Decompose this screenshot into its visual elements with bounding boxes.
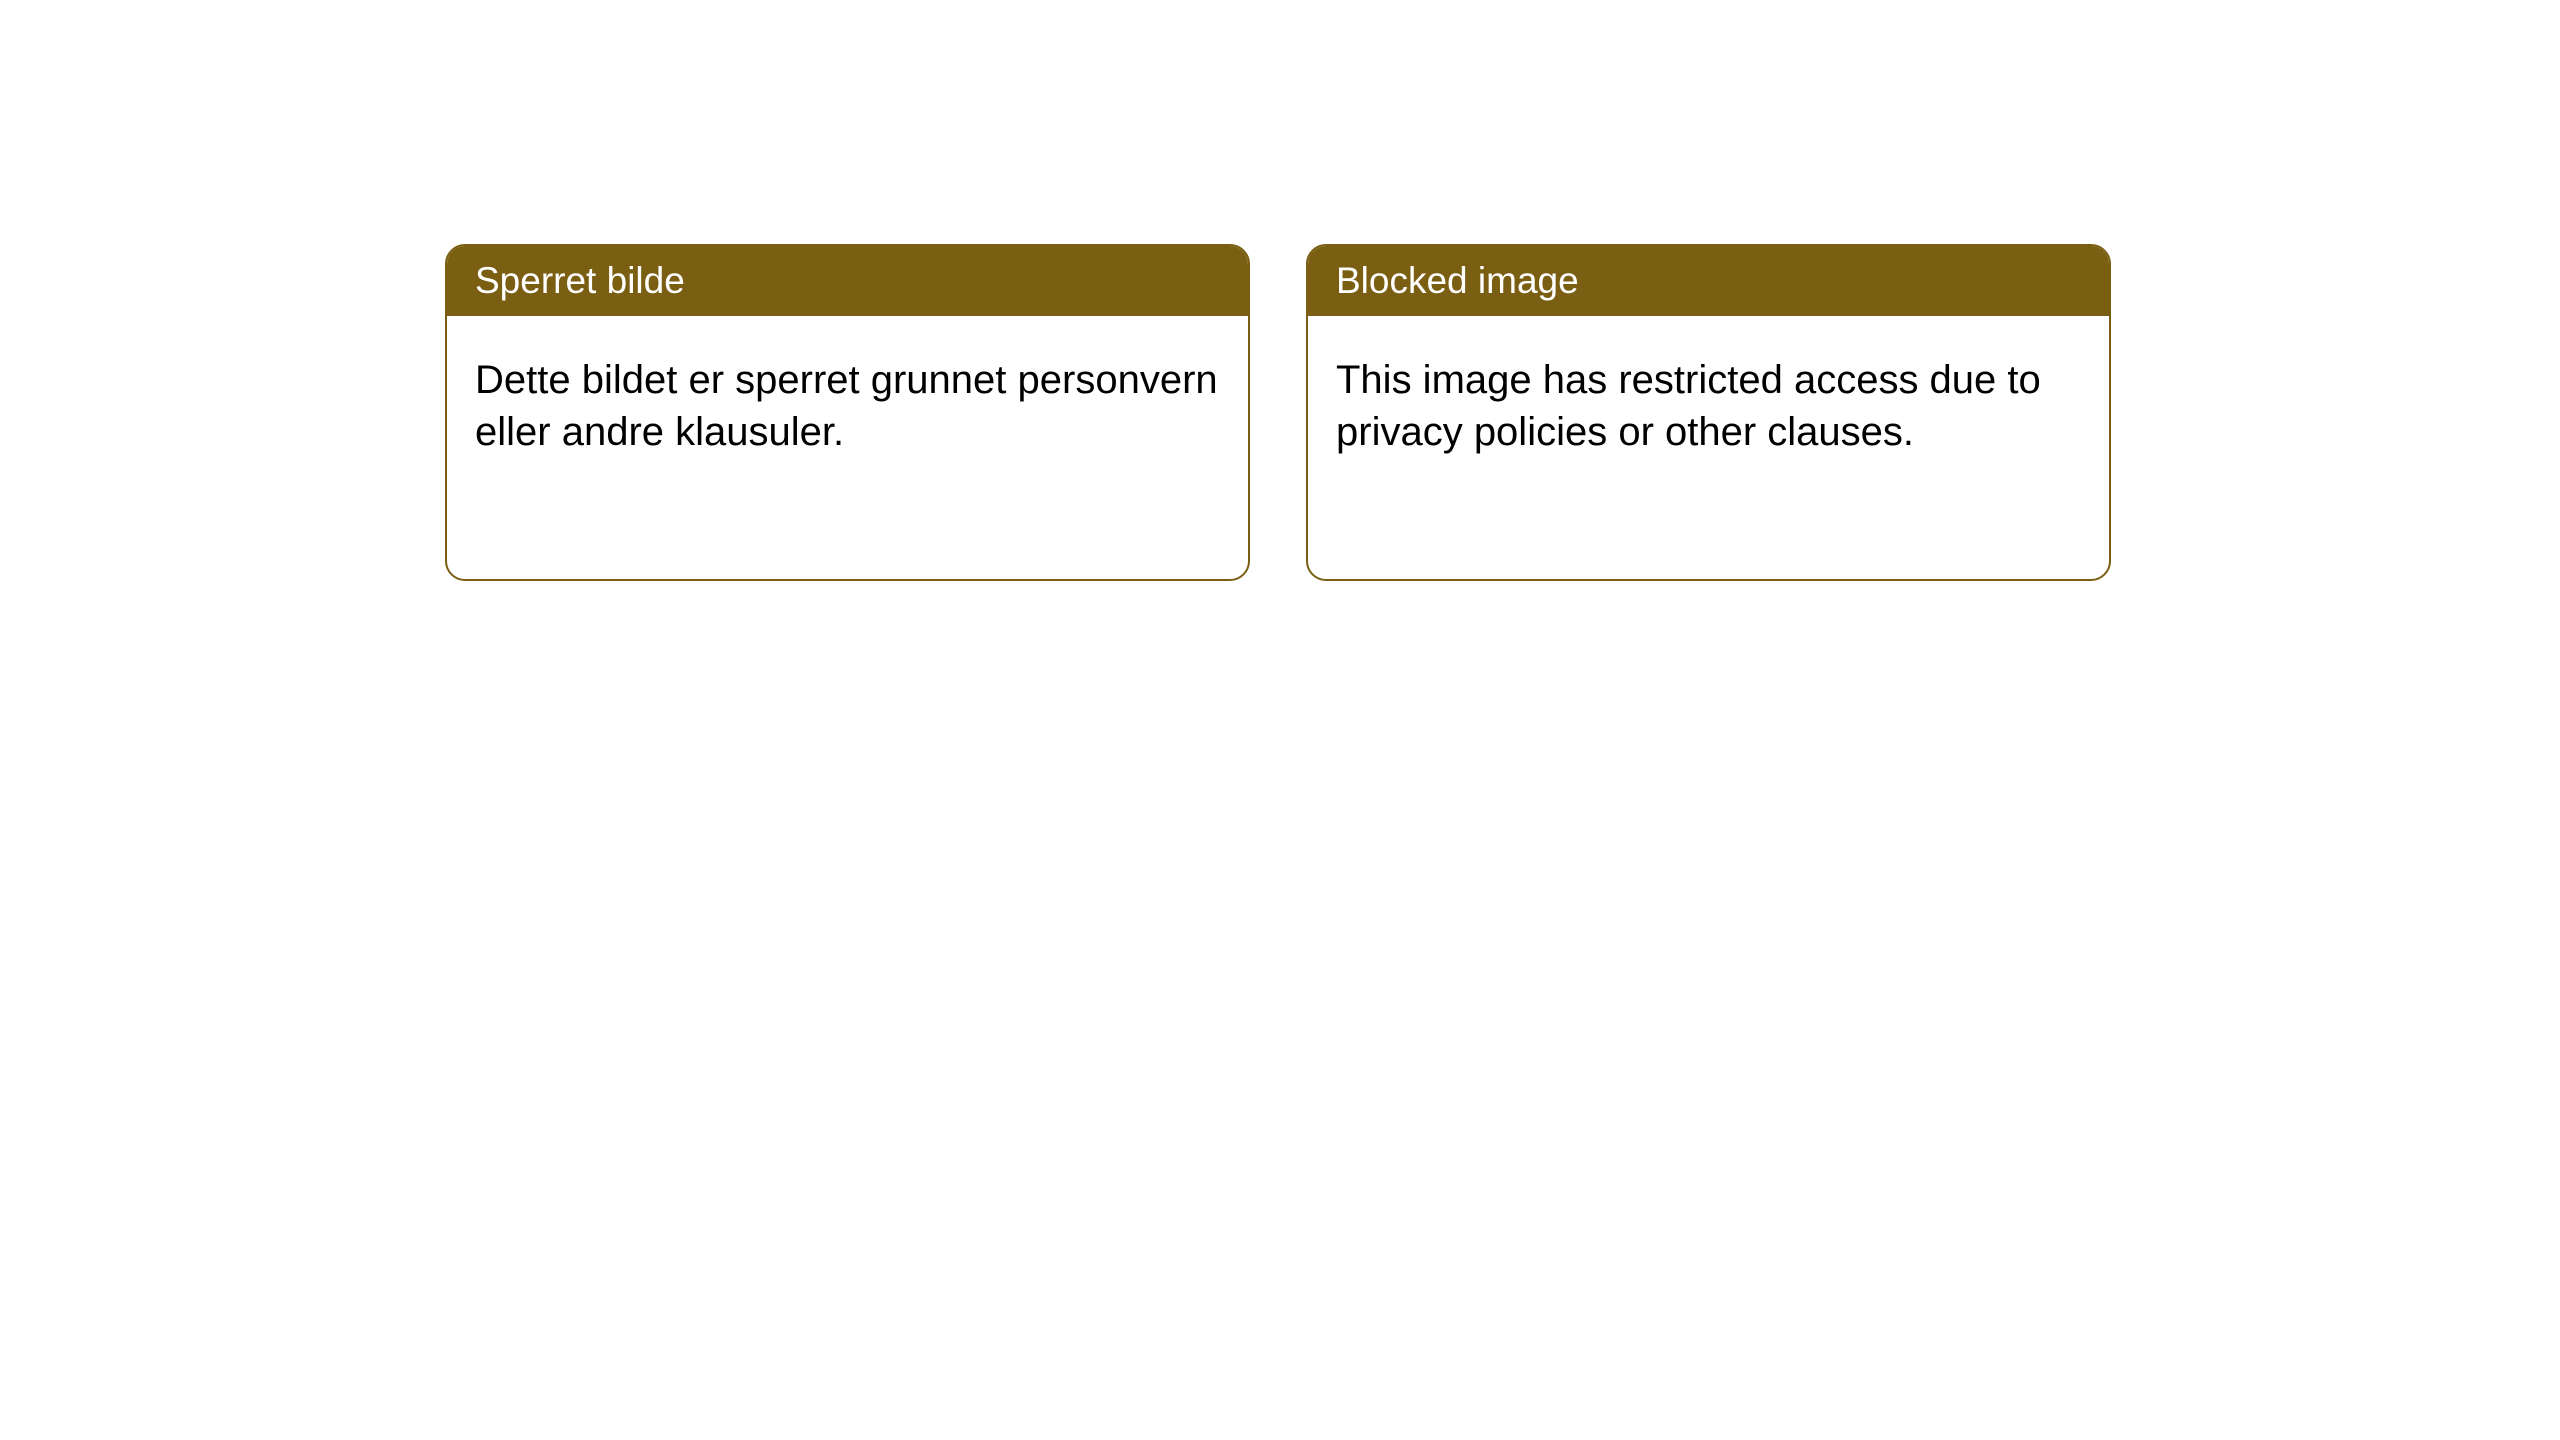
notice-text: Dette bildet er sperret grunnet personve… [475, 358, 1218, 454]
notice-body: Dette bildet er sperret grunnet personve… [447, 316, 1248, 486]
notice-body: This image has restricted access due to … [1308, 316, 2109, 486]
notice-header: Sperret bilde [447, 246, 1248, 316]
notice-header: Blocked image [1308, 246, 2109, 316]
notice-title: Sperret bilde [475, 260, 685, 301]
notice-card-english: Blocked image This image has restricted … [1306, 244, 2111, 581]
notice-text: This image has restricted access due to … [1336, 358, 2041, 454]
notice-card-norwegian: Sperret bilde Dette bildet er sperret gr… [445, 244, 1250, 581]
notice-container: Sperret bilde Dette bildet er sperret gr… [445, 244, 2111, 581]
notice-title: Blocked image [1336, 260, 1579, 301]
